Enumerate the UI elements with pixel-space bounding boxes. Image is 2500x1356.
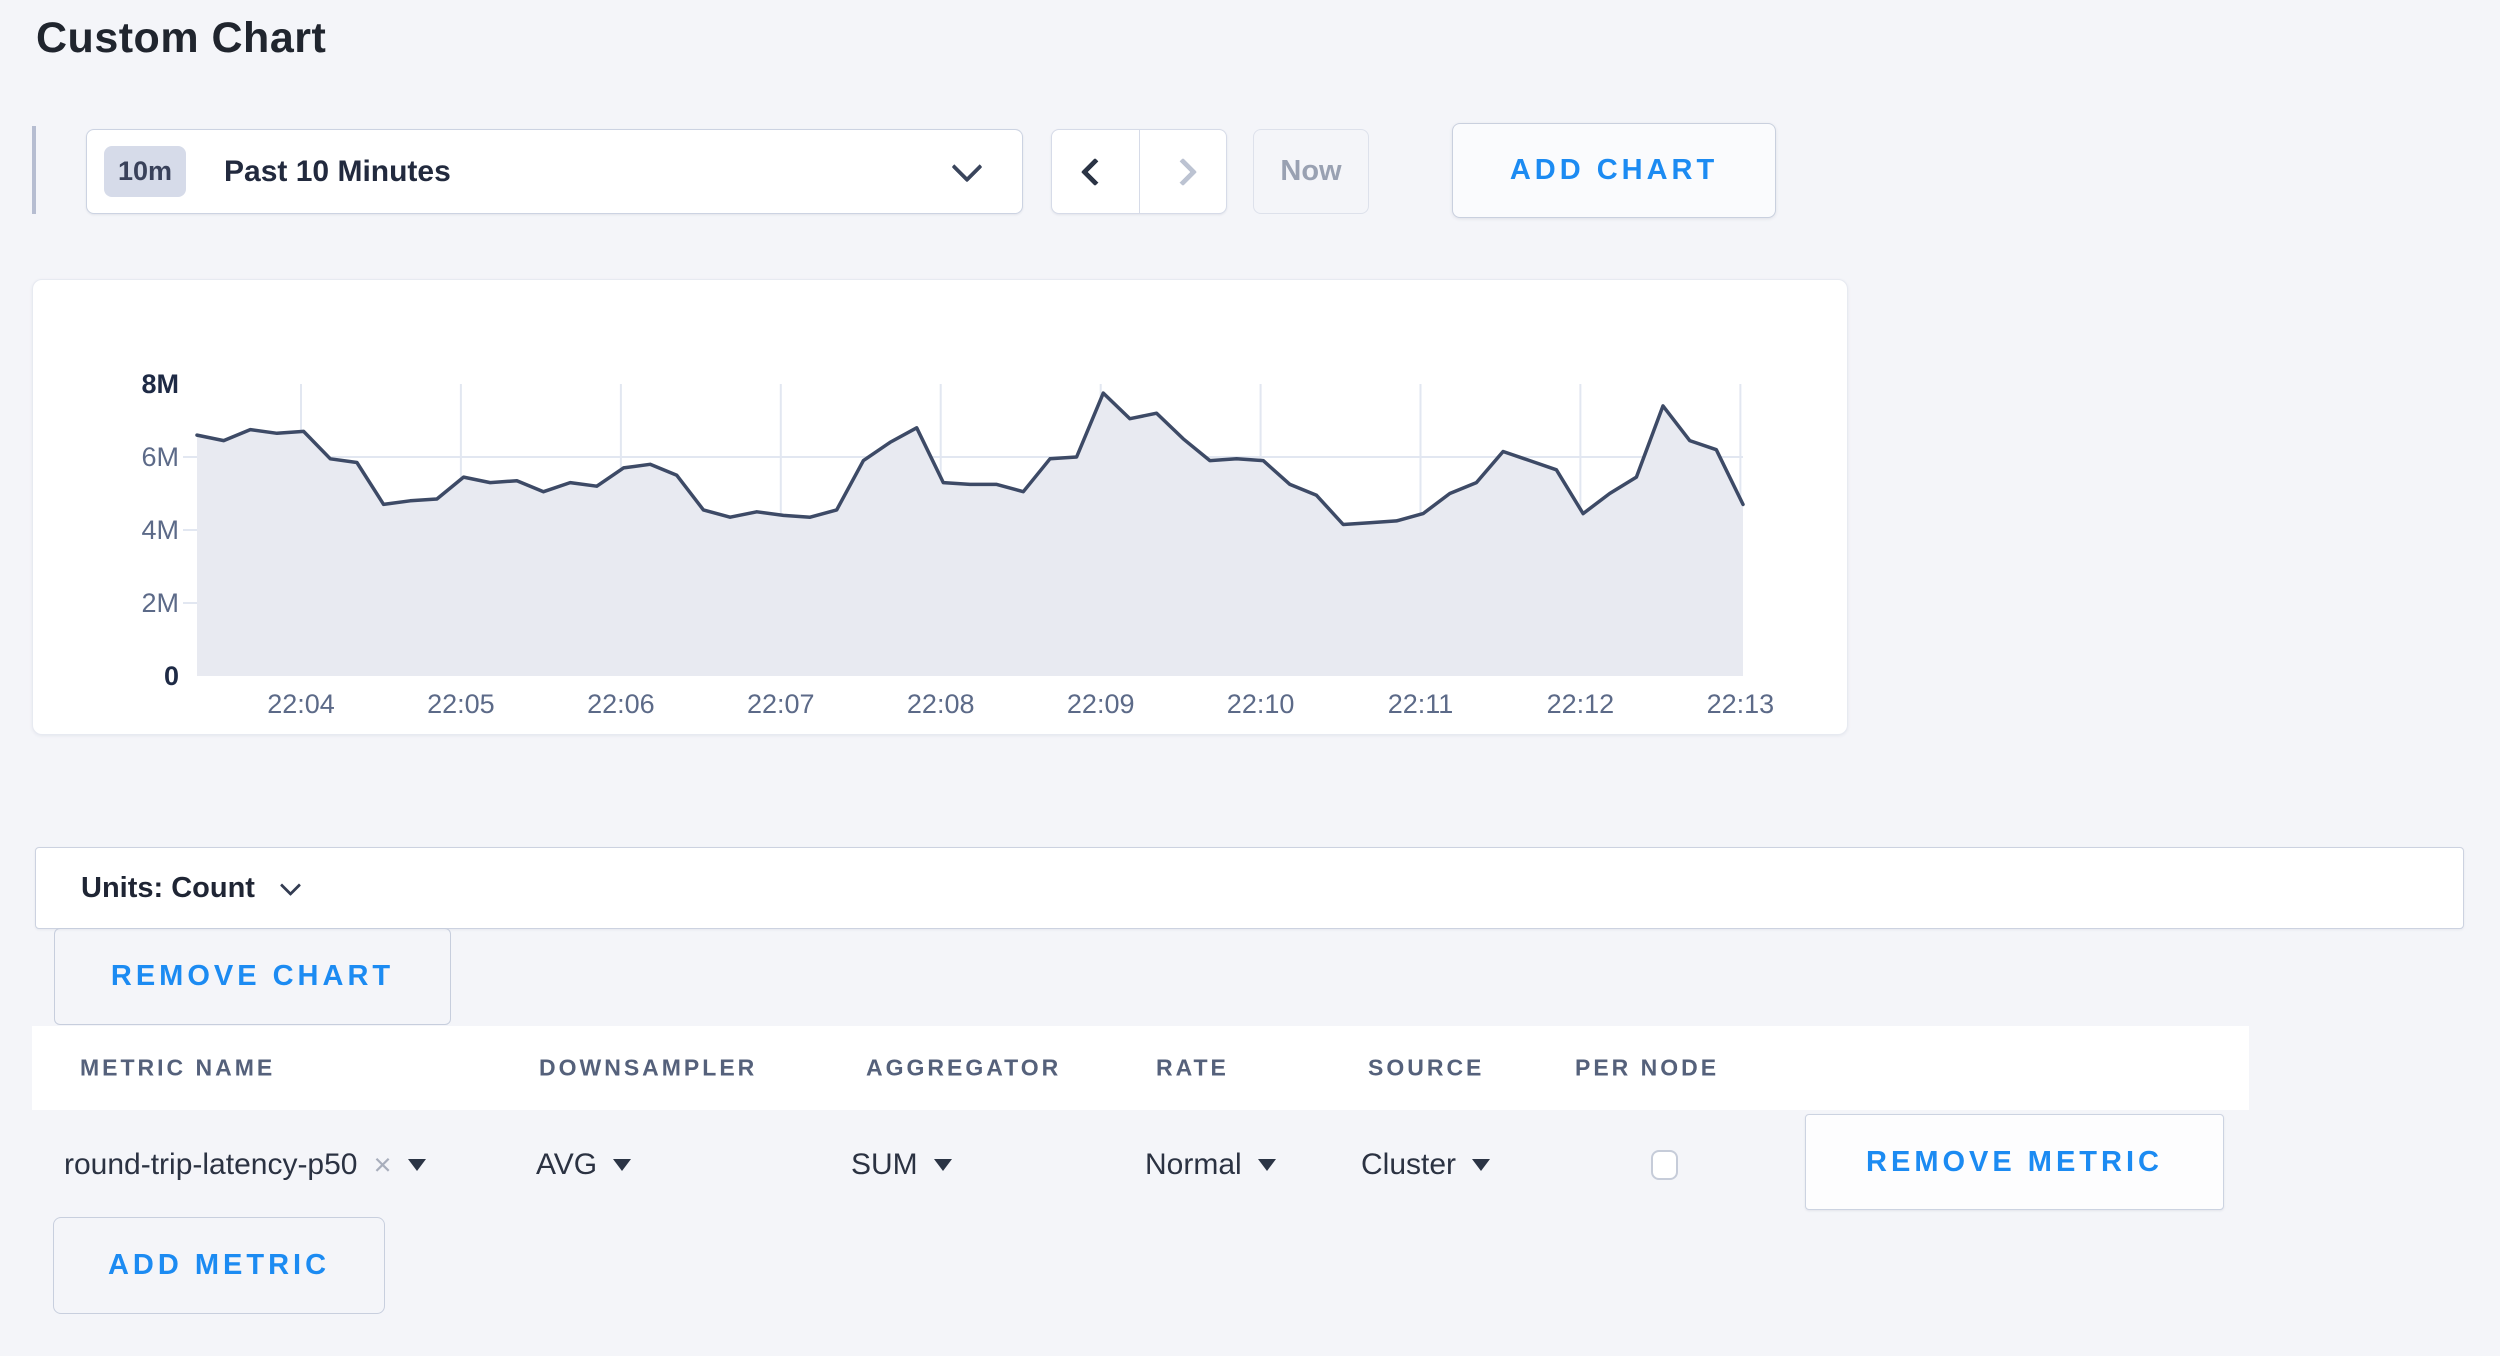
time-pager: [1051, 129, 1227, 214]
svg-text:22:07: 22:07: [747, 689, 815, 719]
dropdown-caret-icon: [407, 1159, 426, 1171]
time-range-accent-bar: [32, 126, 36, 214]
header-aggregator: AGGREGATOR: [866, 1054, 1062, 1081]
svg-text:0: 0: [164, 661, 179, 691]
dropdown-caret-icon: [1472, 1159, 1491, 1171]
chevron-down-icon: [279, 874, 302, 896]
svg-text:22:10: 22:10: [1227, 689, 1295, 719]
svg-text:22:08: 22:08: [907, 689, 975, 719]
dropdown-caret-icon: [933, 1159, 952, 1171]
svg-text:2M: 2M: [141, 588, 179, 618]
page-title: Custom Chart: [36, 14, 327, 62]
remove-metric-button[interactable]: REMOVE METRIC: [1805, 1114, 2224, 1210]
svg-text:22:05: 22:05: [427, 689, 495, 719]
time-range-label: Past 10 Minutes: [224, 154, 451, 188]
now-button[interactable]: Now: [1253, 129, 1369, 214]
time-range-badge: 10m: [104, 146, 187, 197]
units-selector[interactable]: Units: Count: [35, 847, 2464, 929]
header-rate: RATE: [1156, 1054, 1229, 1081]
next-time-button[interactable]: [1138, 130, 1227, 213]
units-label: Units: Count: [81, 871, 255, 904]
chart-svg: 0 2M 4M 6M 8M 22:04 22:05 22:06 22:07 22:08 22:09 2…: [141, 369, 1775, 719]
svg-text:6M: 6M: [141, 442, 179, 472]
remove-chart-button[interactable]: REMOVE CHART: [54, 928, 451, 1025]
add-metric-button[interactable]: ADD METRIC: [53, 1217, 385, 1314]
chevron-down-icon: [951, 150, 983, 183]
rate-value: Normal: [1145, 1148, 1242, 1181]
remove-metric-name-icon[interactable]: ×: [373, 1147, 392, 1182]
aggregator-dropdown[interactable]: SUM: [851, 1148, 952, 1182]
svg-text:8M: 8M: [141, 369, 179, 399]
add-chart-button[interactable]: ADD CHART: [1452, 123, 1776, 218]
metric-name-value: round-trip-latency-p50: [64, 1148, 358, 1181]
dropdown-caret-icon: [1257, 1159, 1276, 1171]
header-downsampler: DOWNSAMPLER: [539, 1054, 758, 1081]
header-metric-name: METRIC NAME: [80, 1054, 276, 1081]
source-value: Cluster: [1361, 1148, 1457, 1181]
svg-text:22:11: 22:11: [1388, 689, 1454, 719]
time-range-select[interactable]: 10m Past 10 Minutes: [86, 129, 1023, 214]
svg-text:22:09: 22:09: [1067, 689, 1135, 719]
per-node-checkbox[interactable]: [1651, 1150, 1678, 1180]
svg-text:22:06: 22:06: [587, 689, 655, 719]
header-source: SOURCE: [1368, 1054, 1485, 1081]
dropdown-caret-icon: [613, 1159, 632, 1171]
svg-text:22:13: 22:13: [1707, 689, 1775, 719]
downsampler-dropdown[interactable]: AVG: [536, 1148, 632, 1182]
downsampler-value: AVG: [536, 1148, 598, 1181]
aggregator-value: SUM: [851, 1148, 918, 1181]
header-per-node: PER NODE: [1575, 1054, 1720, 1081]
chevron-left-icon: [1081, 157, 1110, 186]
metric-row: round-trip-latency-p50 × AVG SUM Normal …: [0, 1110, 2500, 1220]
source-dropdown[interactable]: Cluster: [1361, 1148, 1491, 1182]
svg-text:4M: 4M: [141, 515, 179, 545]
metrics-table-header: METRIC NAME DOWNSAMPLER AGGREGATOR RATE …: [32, 1026, 2249, 1110]
svg-text:22:12: 22:12: [1547, 689, 1615, 719]
metric-name-dropdown[interactable]: round-trip-latency-p50 ×: [64, 1147, 426, 1183]
chevron-right-icon: [1168, 157, 1197, 186]
svg-text:22:04: 22:04: [267, 689, 335, 719]
rate-dropdown[interactable]: Normal: [1145, 1148, 1276, 1182]
chart-card: 0 2M 4M 6M 8M 22:04 22:05 22:06 22:07 22:08 22:09 2…: [32, 279, 1848, 735]
prev-time-button[interactable]: [1052, 130, 1139, 213]
